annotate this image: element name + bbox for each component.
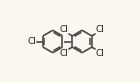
Text: Cl: Cl [28,37,37,46]
Text: Cl: Cl [60,24,68,34]
Text: Cl: Cl [96,49,105,59]
Text: Cl: Cl [96,24,105,34]
Text: Cl: Cl [60,49,68,59]
